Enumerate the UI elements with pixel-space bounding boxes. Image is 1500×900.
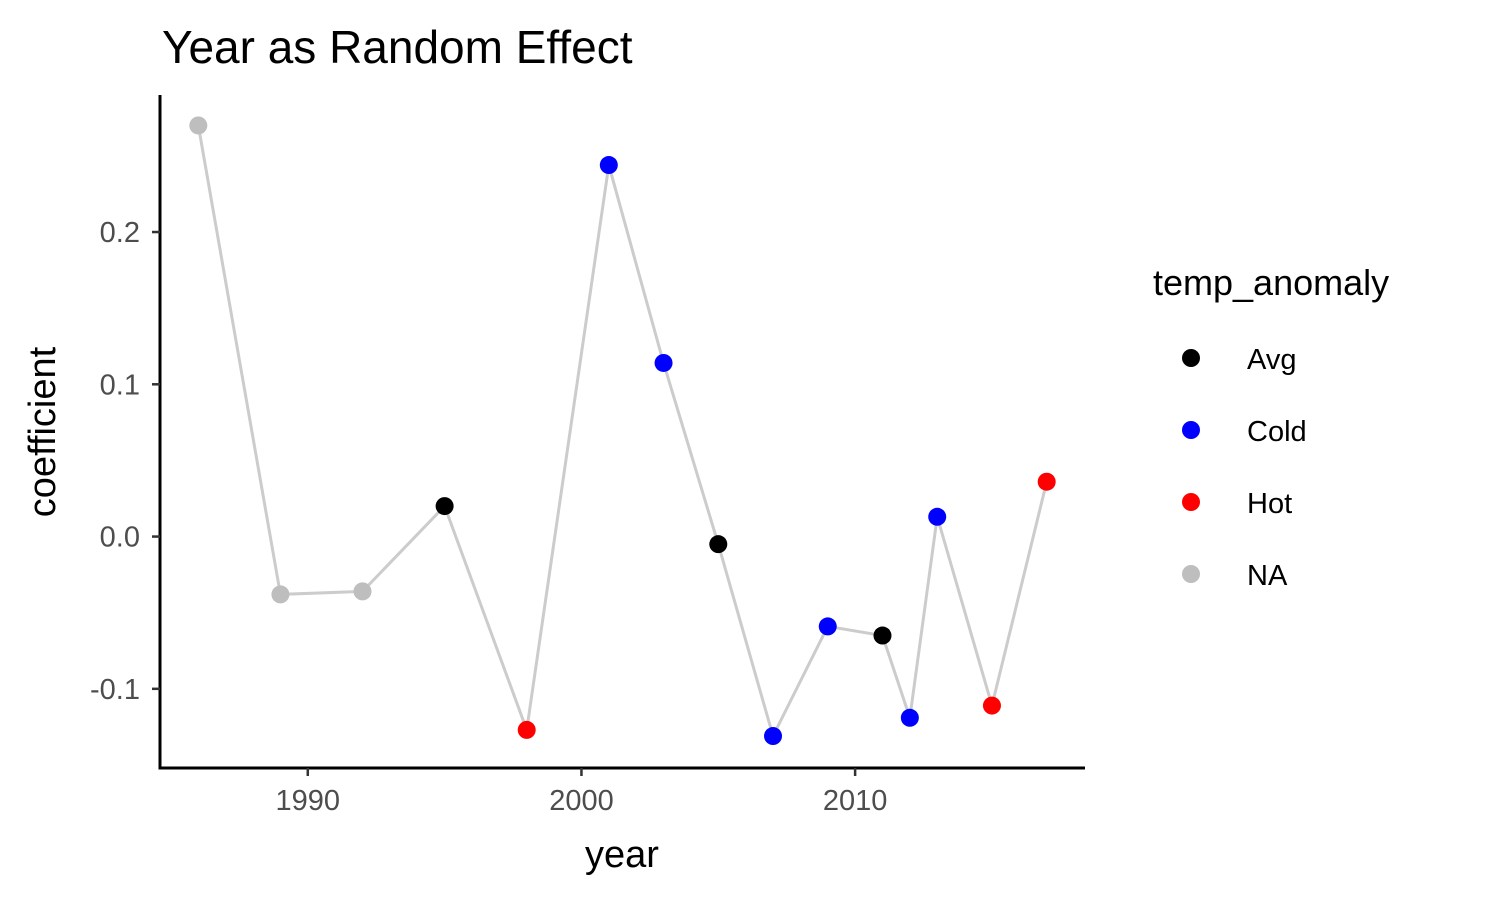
data-point-cold [928, 507, 947, 526]
legend-swatch-hot [1182, 493, 1200, 511]
plot-area [189, 116, 1056, 746]
legend-items: Avg Cold Hot NA [1182, 344, 1307, 592]
legend-title: temp_anomaly [1153, 262, 1389, 303]
x-axis-ticks: 1990 2000 2010 [276, 768, 888, 817]
x-tick-label: 2010 [823, 785, 888, 817]
y-axis-ticks: -0.1 0.0 0.1 0.2 [90, 217, 160, 706]
y-tick-label: 0.0 [100, 522, 140, 554]
data-point-cold [764, 727, 783, 746]
data-point-hot [517, 720, 536, 739]
data-point-cold [654, 353, 673, 372]
legend-label-na: NA [1247, 560, 1288, 592]
data-point-hot [1037, 472, 1056, 491]
legend: temp_anomaly Avg Cold Hot NA [1153, 262, 1389, 592]
data-point-na [353, 582, 372, 601]
y-axis-title: coefficient [22, 346, 64, 517]
data-point-avg [873, 626, 892, 645]
chart-title: Year as Random Effect [162, 21, 633, 73]
y-tick-label: 0.2 [100, 217, 140, 249]
data-point-avg [709, 535, 728, 554]
x-axis-title: year [585, 834, 659, 876]
data-point-na [189, 116, 208, 135]
connecting-line [196, 125, 1049, 741]
legend-label-cold: Cold [1247, 416, 1307, 448]
data-point-na [271, 585, 290, 604]
legend-label-hot: Hot [1247, 488, 1292, 520]
data-point-cold [900, 708, 919, 727]
legend-swatch-cold [1182, 421, 1200, 439]
data-points [189, 116, 1056, 746]
data-point-avg [435, 497, 454, 516]
data-point-cold [599, 156, 618, 175]
y-tick-label: -0.1 [90, 674, 140, 706]
y-tick-label: 0.1 [100, 369, 140, 401]
legend-swatch-avg [1182, 349, 1200, 367]
legend-label-avg: Avg [1247, 344, 1296, 376]
legend-swatch-na [1182, 565, 1200, 583]
x-tick-label: 1990 [276, 785, 341, 817]
data-point-hot [982, 696, 1001, 715]
x-tick-label: 2000 [549, 785, 614, 817]
data-point-cold [818, 617, 837, 636]
